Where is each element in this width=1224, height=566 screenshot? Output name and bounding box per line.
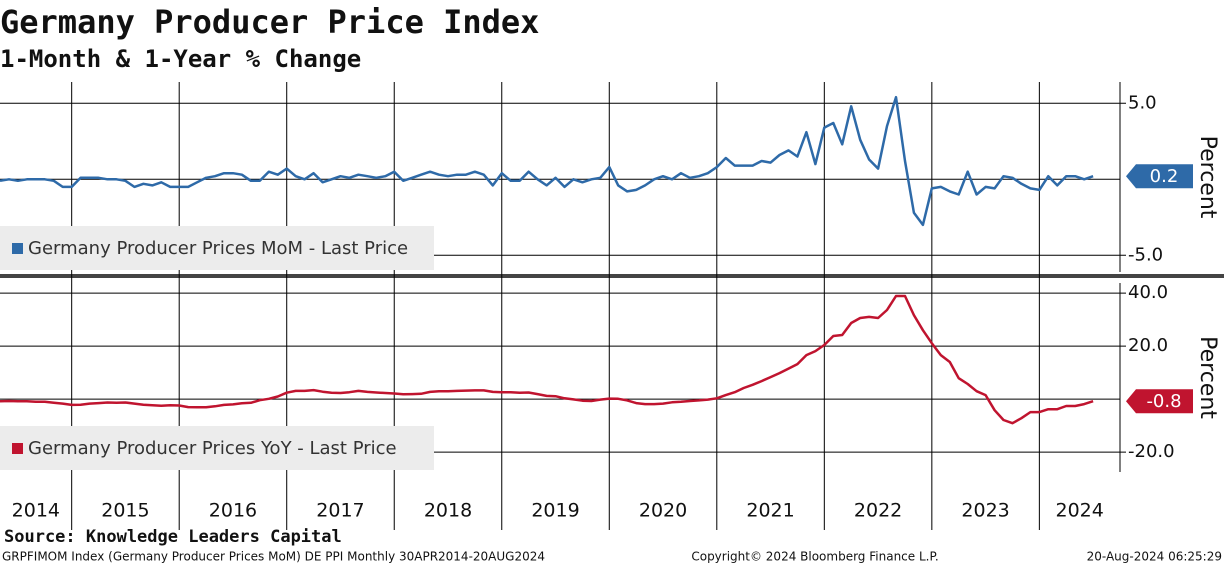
y-tick-label: 5.0 [1128, 92, 1157, 113]
last-price-label: -0.8 [1146, 391, 1181, 412]
footer-left: GRPFIMOM Index (Germany Producer Prices … [2, 550, 545, 564]
chart-title: Germany Producer Price Index [0, 3, 539, 41]
x-tick-label: 2019 [531, 500, 579, 522]
x-tick-label: 2020 [639, 500, 687, 522]
chart-subtitle: 1-Month & 1-Year % Change [0, 45, 361, 73]
x-tick-label: 2022 [854, 500, 902, 522]
x-tick-label: 2014 [12, 500, 60, 522]
legend-swatch [12, 243, 23, 254]
last-price-marker [1126, 164, 1193, 189]
footer-center: Copyright© 2024 Bloomberg Finance L.P. [691, 550, 938, 564]
legend-box [0, 426, 434, 470]
y-tick-label: -20.0 [1128, 441, 1175, 462]
legend-label: Germany Producer Prices YoY - Last Price [28, 438, 397, 459]
last-price-label: 0.2 [1150, 166, 1179, 187]
legend-box [0, 226, 434, 270]
series-line [0, 95, 1094, 227]
y-tick-label: 40.0 [1128, 282, 1168, 303]
x-tick-label: 2016 [209, 500, 257, 522]
x-tick-label: 2024 [1056, 500, 1104, 522]
y-tick-label: -5.0 [1128, 244, 1163, 265]
x-tick-label: 2023 [961, 500, 1009, 522]
y-axis-label: Percent [1195, 136, 1220, 219]
x-tick-label: 2017 [316, 500, 364, 522]
series-line [0, 294, 1094, 425]
y-tick-label: 20.0 [1128, 335, 1168, 356]
source: Source: Knowledge Leaders Capital [4, 527, 342, 547]
x-tick-label: 2015 [101, 500, 149, 522]
legend-label: Germany Producer Prices MoM - Last Price [28, 238, 408, 259]
last-price-marker [1126, 389, 1193, 414]
footer-right: 20-Aug-2024 06:25:29 [1087, 550, 1222, 564]
x-tick-label: 2021 [746, 500, 794, 522]
legend-swatch [12, 443, 23, 454]
y-axis-label: Percent [1195, 336, 1220, 419]
x-tick-label: 2018 [424, 500, 472, 522]
